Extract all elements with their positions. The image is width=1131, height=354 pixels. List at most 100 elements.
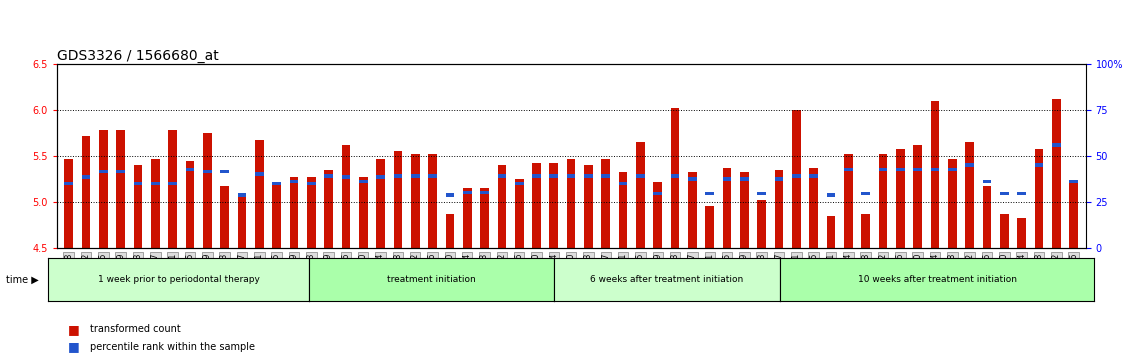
Bar bbox=[619, 172, 628, 248]
Bar bbox=[775, 170, 784, 248]
Bar bbox=[150, 159, 159, 248]
Bar bbox=[758, 192, 766, 195]
Bar bbox=[377, 159, 385, 248]
Bar bbox=[185, 161, 195, 248]
Text: 6 weeks after treatment initiation: 6 weeks after treatment initiation bbox=[590, 275, 744, 284]
Text: transformed count: transformed count bbox=[90, 324, 181, 334]
Bar bbox=[273, 182, 280, 185]
Bar bbox=[740, 177, 749, 181]
Bar bbox=[463, 188, 472, 248]
Bar bbox=[602, 159, 610, 248]
Bar bbox=[100, 130, 107, 248]
Bar bbox=[221, 170, 228, 173]
Bar bbox=[844, 168, 853, 171]
Bar bbox=[758, 200, 766, 248]
Bar bbox=[810, 174, 818, 178]
Bar bbox=[169, 130, 176, 248]
Bar bbox=[429, 154, 437, 248]
Bar bbox=[133, 182, 143, 185]
Bar bbox=[64, 182, 74, 185]
Bar bbox=[446, 214, 455, 248]
Bar bbox=[463, 191, 472, 194]
Text: 10 weeks after treatment initiation: 10 weeks after treatment initiation bbox=[858, 275, 1017, 284]
Bar bbox=[931, 101, 940, 248]
Bar bbox=[533, 163, 541, 248]
Bar bbox=[671, 108, 680, 248]
Bar bbox=[966, 142, 974, 248]
Bar bbox=[533, 174, 541, 178]
Bar bbox=[602, 174, 610, 178]
Bar bbox=[966, 163, 974, 167]
Bar bbox=[914, 145, 922, 248]
Bar bbox=[307, 177, 316, 248]
Bar bbox=[359, 177, 368, 248]
Bar bbox=[150, 182, 159, 185]
Bar bbox=[827, 216, 836, 248]
Bar bbox=[654, 192, 662, 195]
Bar bbox=[515, 179, 524, 248]
Text: ■: ■ bbox=[68, 341, 79, 353]
Bar bbox=[290, 180, 299, 183]
Bar bbox=[1069, 182, 1078, 248]
Bar bbox=[914, 168, 922, 171]
Bar bbox=[1035, 149, 1043, 248]
Bar bbox=[377, 175, 385, 179]
Bar bbox=[238, 195, 247, 248]
Text: 1 week prior to periodontal therapy: 1 week prior to periodontal therapy bbox=[97, 275, 260, 284]
Bar bbox=[116, 130, 126, 248]
Bar bbox=[931, 168, 940, 171]
Bar bbox=[810, 168, 818, 248]
Bar bbox=[740, 172, 749, 248]
Bar bbox=[342, 145, 351, 248]
Bar bbox=[394, 151, 403, 248]
Bar bbox=[879, 154, 888, 248]
Bar bbox=[584, 174, 593, 178]
Bar bbox=[394, 174, 403, 178]
Bar bbox=[498, 174, 507, 178]
Bar bbox=[429, 174, 437, 178]
Bar bbox=[706, 192, 714, 195]
Bar bbox=[688, 172, 697, 248]
Bar bbox=[862, 192, 870, 195]
Bar bbox=[1017, 218, 1026, 248]
Bar bbox=[202, 170, 211, 173]
Bar bbox=[723, 168, 732, 248]
Bar bbox=[654, 182, 662, 248]
Bar bbox=[411, 174, 420, 178]
Bar bbox=[862, 214, 870, 248]
Bar bbox=[896, 168, 905, 171]
Bar bbox=[671, 174, 680, 178]
Text: percentile rank within the sample: percentile rank within the sample bbox=[90, 342, 256, 352]
Bar bbox=[983, 186, 992, 248]
Bar bbox=[775, 177, 784, 181]
Bar bbox=[221, 186, 228, 248]
Bar bbox=[1035, 163, 1043, 167]
Bar bbox=[723, 177, 732, 181]
Bar bbox=[64, 159, 74, 248]
Bar bbox=[706, 206, 714, 248]
Bar bbox=[133, 165, 143, 248]
Bar bbox=[1017, 192, 1026, 195]
Bar bbox=[584, 165, 593, 248]
Bar bbox=[619, 182, 628, 185]
Bar bbox=[1069, 180, 1078, 183]
Bar bbox=[81, 136, 90, 248]
Bar bbox=[948, 168, 957, 171]
Bar bbox=[481, 191, 489, 194]
Bar bbox=[879, 168, 888, 171]
Bar bbox=[896, 149, 905, 248]
Bar bbox=[254, 140, 264, 248]
Bar bbox=[567, 159, 576, 248]
Text: ■: ■ bbox=[68, 323, 79, 336]
Bar bbox=[827, 194, 836, 197]
Bar bbox=[238, 194, 247, 197]
Bar bbox=[359, 180, 368, 183]
Bar bbox=[81, 175, 90, 179]
Bar bbox=[273, 182, 280, 248]
Bar bbox=[169, 182, 176, 185]
Text: time ▶: time ▶ bbox=[6, 275, 38, 285]
Bar bbox=[1052, 99, 1061, 248]
Bar bbox=[792, 110, 801, 248]
Bar bbox=[325, 174, 333, 178]
Bar bbox=[567, 174, 576, 178]
